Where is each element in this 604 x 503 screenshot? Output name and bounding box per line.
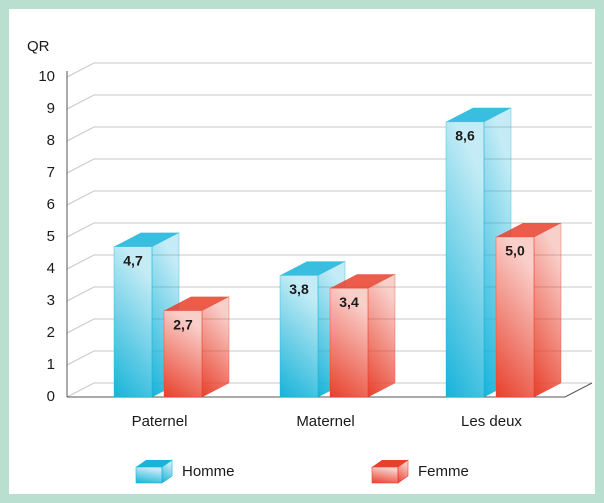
bar — [495, 236, 535, 398]
grid-line — [66, 254, 592, 270]
x-tick-label: Paternel — [132, 413, 188, 430]
legend-swatch — [371, 466, 399, 484]
x-tick-label: Les deux — [461, 413, 522, 430]
bar — [113, 246, 153, 398]
grid-line — [66, 382, 592, 398]
value-label: 4,7 — [123, 252, 143, 268]
bar-top — [280, 261, 345, 276]
value-label: 3,4 — [339, 294, 359, 310]
y-tick-label: 1 — [47, 356, 55, 373]
value-label: 5,0 — [505, 243, 525, 259]
bar-group — [163, 296, 230, 398]
grid-line — [66, 126, 592, 142]
y-tick-label: 9 — [47, 100, 55, 117]
y-tick-label: 0 — [47, 388, 55, 405]
grid-line — [66, 222, 592, 238]
legend-swatch — [135, 466, 163, 484]
y-tick-label: 3 — [47, 292, 55, 309]
bar-top — [164, 296, 229, 311]
y-tick-label: 2 — [47, 324, 55, 341]
legend-swatch-top — [136, 460, 172, 467]
grid-line — [66, 286, 592, 302]
value-label: 3,8 — [289, 281, 309, 297]
grid-line — [66, 318, 592, 334]
grid-line — [66, 94, 592, 110]
y-tick-label: 8 — [47, 132, 55, 149]
bar-top — [114, 232, 179, 247]
value-label: 2,7 — [173, 316, 193, 332]
bar-group — [495, 222, 562, 398]
bar-side — [533, 222, 562, 398]
bar-group — [445, 107, 512, 398]
legend-label: Homme — [182, 463, 235, 480]
y-tick-label: 7 — [47, 164, 55, 181]
grid-line — [66, 62, 592, 78]
x-axis — [67, 382, 593, 398]
bar-group — [113, 232, 180, 398]
y-tick-label: 5 — [47, 228, 55, 245]
grid-line — [66, 190, 592, 206]
grid-line — [66, 350, 592, 366]
bar-side — [201, 296, 230, 398]
bar-group — [279, 260, 346, 398]
bar — [445, 121, 485, 398]
legend-label: Femme — [418, 463, 469, 480]
y-axis-label: QR — [27, 38, 50, 55]
y-tick-label: 6 — [47, 196, 55, 213]
bar-top — [496, 223, 561, 237]
bar-group — [329, 273, 396, 398]
bar-top — [446, 107, 511, 122]
x-tick-label: Maternel — [296, 413, 354, 430]
bar-side — [367, 273, 396, 398]
legend-swatch-top — [372, 460, 408, 467]
bar — [279, 275, 319, 398]
y-tick-label: 10 — [38, 68, 55, 85]
bar-top — [330, 274, 395, 289]
value-label: 8,6 — [455, 128, 475, 144]
y-tick-label: 4 — [47, 260, 55, 277]
bar — [163, 310, 203, 398]
grid-line — [66, 158, 592, 174]
